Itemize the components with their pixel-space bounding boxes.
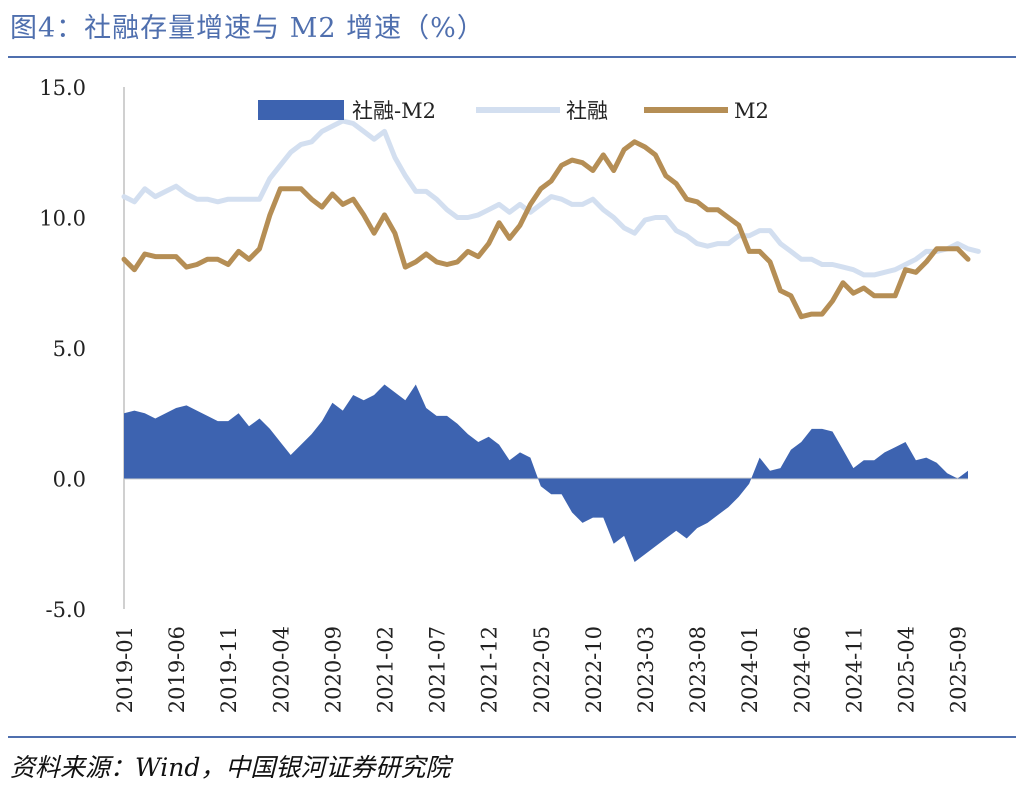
y-tick-label: 15.0 [39, 76, 86, 100]
y-tick-label: 0.0 [53, 468, 86, 492]
x-tick-label: 2025-04 [894, 626, 918, 713]
x-tick-label: 2019-01 [113, 626, 137, 713]
x-tick-label: 2020-09 [321, 626, 345, 713]
x-tick-label: 2020-04 [269, 626, 293, 713]
x-tick-label: 2022-10 [582, 626, 606, 713]
series-tsf-line [121, 118, 981, 278]
x-tick-label: 2025-09 [947, 626, 971, 713]
legend-label-tsf: 社融 [566, 99, 608, 123]
x-tick-label: 2023-08 [686, 626, 710, 713]
x-tick-label: 2019-06 [165, 626, 189, 713]
x-tick-label: 2021-12 [478, 626, 502, 713]
x-tick-label: 2024-01 [738, 626, 762, 713]
source-note: 资料来源：Wind，中国银河证券研究院 [10, 753, 451, 782]
chart-title: 图4：社融存量增速与 M2 增速（%） [10, 13, 485, 44]
y-tick-label: 10.0 [39, 207, 86, 231]
x-tick-label: 2024-11 [842, 626, 866, 713]
x-tick-label: 2021-02 [373, 626, 397, 713]
y-tick-label: -5.0 [46, 598, 87, 622]
legend-label-m2: M2 [734, 99, 769, 123]
x-tick-label: 2019-11 [217, 626, 241, 713]
x-tick-label: 2023-03 [634, 626, 658, 713]
footer-rule [8, 736, 1016, 738]
y-axis-ticks: 15.0 10.0 5.0 0.0 -5.0 [39, 76, 86, 622]
chart: 15.0 10.0 5.0 0.0 -5.0 2019-01 2019-06 2019-11… [39, 76, 981, 713]
x-tick-label: 2024-06 [790, 626, 814, 713]
legend-label-tsf-minus-m2: 社融-M2 [352, 99, 436, 123]
series-m2-line [121, 139, 971, 320]
legend: 社融-M2 社融 M2 [258, 99, 769, 123]
series-tsf-minus-m2-area [124, 384, 968, 562]
y-tick-label: 5.0 [53, 337, 86, 361]
legend-swatch-tsf-minus-m2 [258, 100, 344, 120]
header-rule [8, 56, 1016, 58]
x-axis-ticks: 2019-01 2019-06 2019-11 2020-04 2020-09 2021-… [113, 626, 971, 713]
x-tick-label: 2022-05 [530, 626, 554, 713]
x-tick-label: 2021-07 [426, 626, 450, 713]
